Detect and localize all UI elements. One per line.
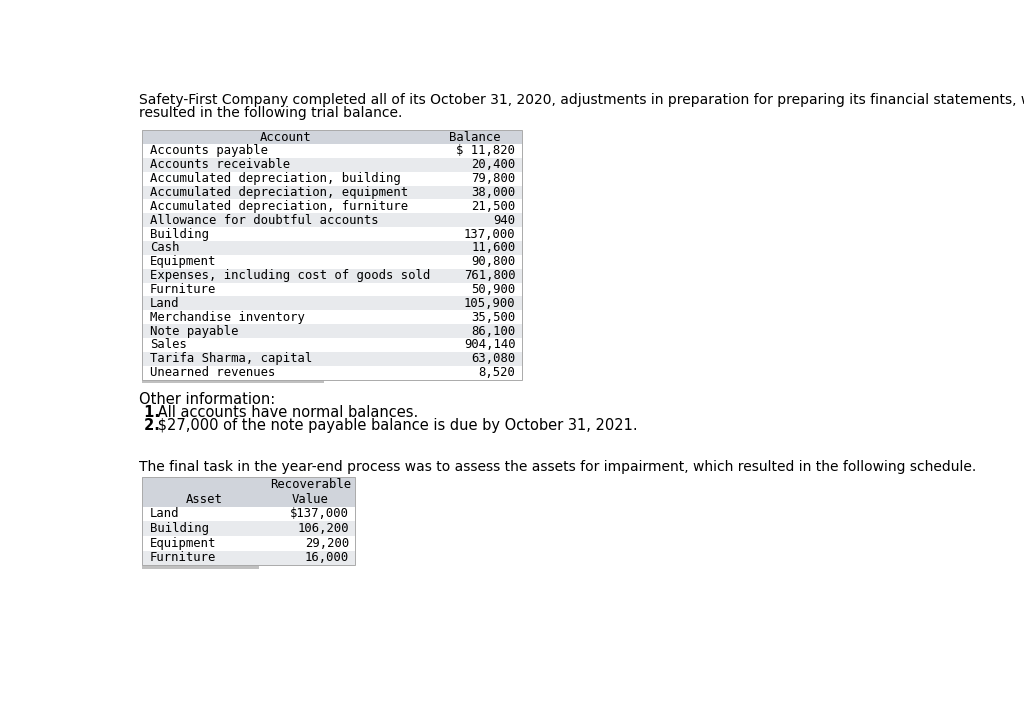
Bar xyxy=(142,536,355,550)
Bar xyxy=(142,477,355,492)
Text: Equipment: Equipment xyxy=(150,256,216,268)
Text: 38,000: 38,000 xyxy=(471,186,515,199)
Text: Value: Value xyxy=(292,493,329,506)
Text: Sales: Sales xyxy=(150,338,186,352)
Text: 137,000: 137,000 xyxy=(464,228,515,241)
Text: 105,900: 105,900 xyxy=(464,297,515,310)
Text: 106,200: 106,200 xyxy=(297,522,349,535)
Text: 2.: 2. xyxy=(139,418,160,433)
Bar xyxy=(142,352,521,366)
Text: Safety-First Company completed all of its October 31, 2020, adjustments in prepa: Safety-First Company completed all of it… xyxy=(139,93,1024,107)
Text: Allowance for doubtful accounts: Allowance for doubtful accounts xyxy=(150,214,378,226)
Bar xyxy=(142,130,521,379)
Text: 50,900: 50,900 xyxy=(471,283,515,296)
Text: 904,140: 904,140 xyxy=(464,338,515,352)
Bar xyxy=(142,199,521,214)
Text: Building: Building xyxy=(150,522,209,535)
Bar xyxy=(142,283,521,296)
Text: 35,500: 35,500 xyxy=(471,310,515,324)
Bar xyxy=(142,565,259,569)
Text: Furniture: Furniture xyxy=(150,551,216,565)
Bar xyxy=(142,338,521,352)
Text: 20,400: 20,400 xyxy=(471,158,515,172)
Text: Accumulated depreciation, equipment: Accumulated depreciation, equipment xyxy=(150,186,408,199)
Bar xyxy=(142,379,325,384)
Text: Other information:: Other information: xyxy=(139,392,275,407)
Text: 21,500: 21,500 xyxy=(471,200,515,213)
Bar xyxy=(142,255,521,268)
Bar xyxy=(142,241,521,255)
Text: 1.: 1. xyxy=(139,405,160,420)
Text: 86,100: 86,100 xyxy=(471,325,515,337)
Text: Land: Land xyxy=(150,297,179,310)
Text: Accounts payable: Accounts payable xyxy=(150,145,267,157)
Text: 940: 940 xyxy=(494,214,515,226)
Text: Merchandise inventory: Merchandise inventory xyxy=(150,310,304,324)
Bar xyxy=(142,477,355,565)
Text: Tarifa Sharma, capital: Tarifa Sharma, capital xyxy=(150,352,312,365)
Text: 761,800: 761,800 xyxy=(464,269,515,282)
Bar xyxy=(142,521,355,536)
Text: The final task in the year-end process was to assess the assets for impairment, : The final task in the year-end process w… xyxy=(139,461,976,474)
Text: Asset: Asset xyxy=(185,493,222,506)
Bar xyxy=(142,366,521,379)
Bar xyxy=(142,214,521,227)
Text: Furniture: Furniture xyxy=(150,283,216,296)
Text: Accumulated depreciation, furniture: Accumulated depreciation, furniture xyxy=(150,200,408,213)
Text: All accounts have normal balances.: All accounts have normal balances. xyxy=(154,405,419,420)
Text: 29,200: 29,200 xyxy=(304,537,349,550)
Bar xyxy=(142,268,521,283)
Bar xyxy=(142,130,521,144)
Text: 90,800: 90,800 xyxy=(471,256,515,268)
Text: 8,520: 8,520 xyxy=(478,366,515,379)
Text: $ 11,820: $ 11,820 xyxy=(457,145,515,157)
Text: 11,600: 11,600 xyxy=(471,241,515,254)
Bar xyxy=(142,296,521,310)
Text: $27,000 of the note payable balance is due by October 31, 2021.: $27,000 of the note payable balance is d… xyxy=(154,418,638,433)
Bar xyxy=(142,227,521,241)
Bar xyxy=(142,492,355,507)
Text: Note payable: Note payable xyxy=(150,325,239,337)
Bar xyxy=(142,158,521,172)
Text: 63,080: 63,080 xyxy=(471,352,515,365)
Text: 79,800: 79,800 xyxy=(471,172,515,185)
Text: 16,000: 16,000 xyxy=(304,551,349,565)
Bar xyxy=(142,310,521,324)
Bar xyxy=(142,172,521,186)
Bar xyxy=(142,186,521,199)
Text: Balance: Balance xyxy=(450,130,501,144)
Text: Account: Account xyxy=(259,130,311,144)
Text: Equipment: Equipment xyxy=(150,537,216,550)
Text: Expenses, including cost of goods sold: Expenses, including cost of goods sold xyxy=(150,269,430,282)
Text: Land: Land xyxy=(150,508,179,520)
Bar xyxy=(142,324,521,338)
Text: Accumulated depreciation, building: Accumulated depreciation, building xyxy=(150,172,400,185)
Text: Recoverable: Recoverable xyxy=(270,478,351,491)
Bar xyxy=(142,550,355,565)
Text: Unearned revenues: Unearned revenues xyxy=(150,366,275,379)
Text: Accounts receivable: Accounts receivable xyxy=(150,158,290,172)
Text: $137,000: $137,000 xyxy=(290,508,349,520)
Bar xyxy=(142,507,355,521)
Bar xyxy=(142,144,521,158)
Text: Building: Building xyxy=(150,228,209,241)
Text: resulted in the following trial balance.: resulted in the following trial balance. xyxy=(139,106,402,120)
Text: Cash: Cash xyxy=(150,241,179,254)
